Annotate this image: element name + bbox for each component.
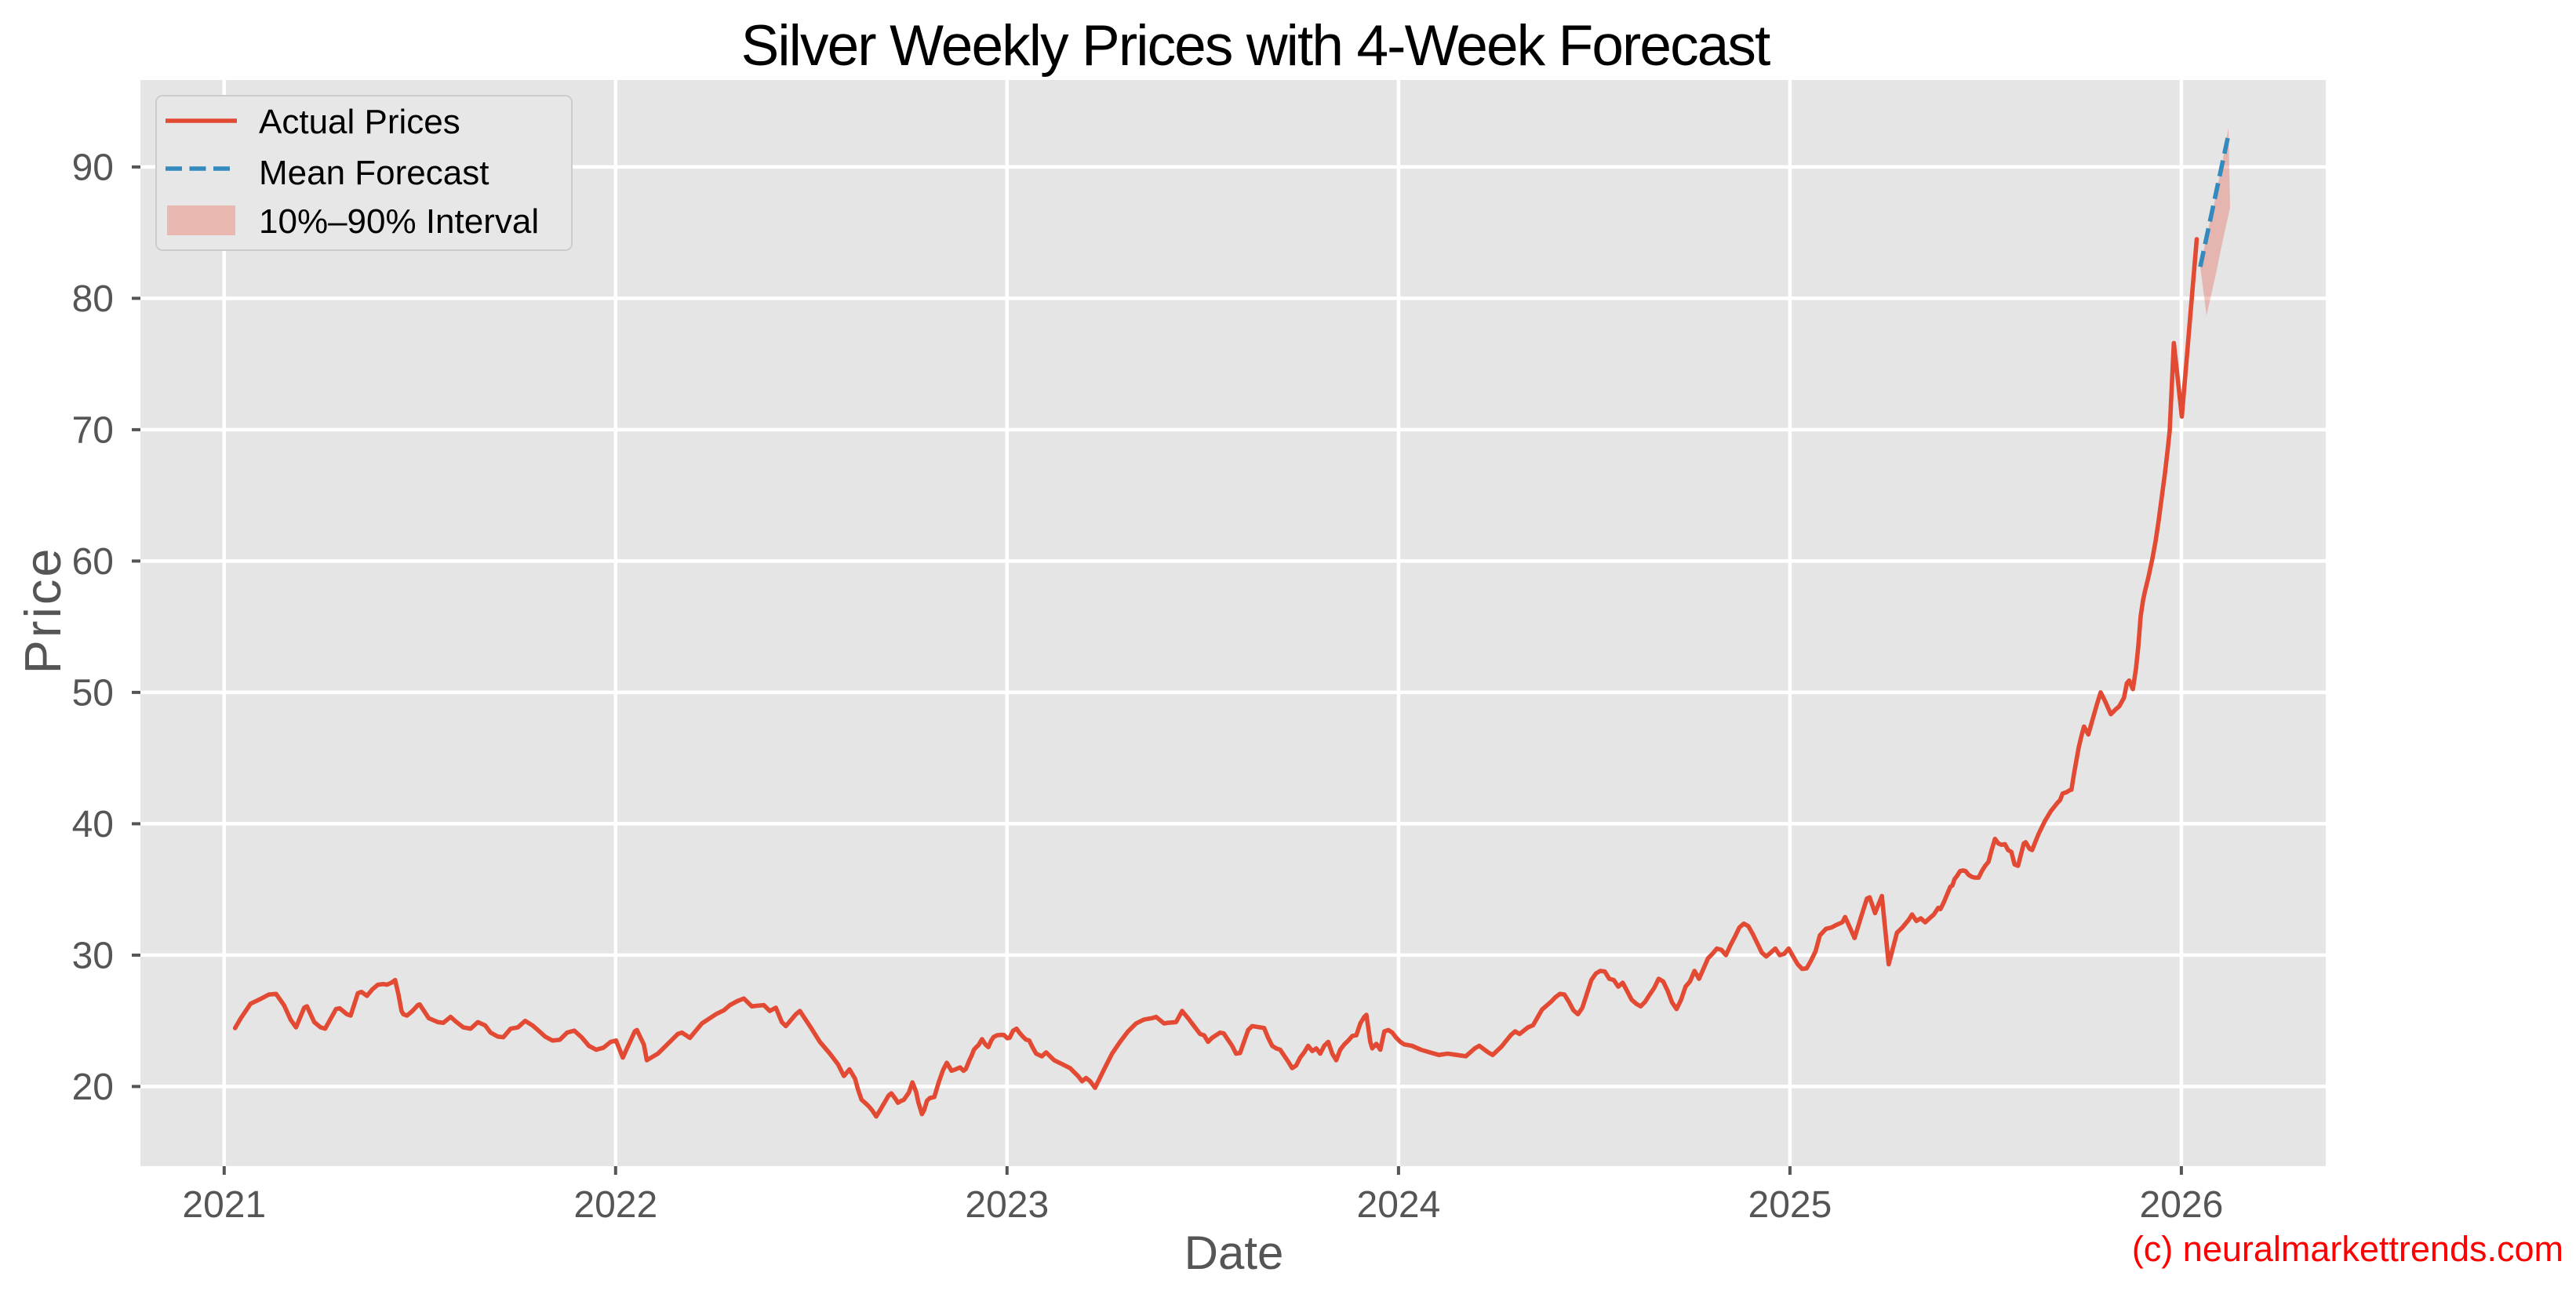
svg-text:10%–90% Interval: 10%–90% Interval — [259, 202, 539, 241]
svg-text:60: 60 — [72, 541, 114, 583]
svg-text:Mean Forecast: Mean Forecast — [259, 154, 489, 192]
svg-text:50: 50 — [72, 672, 114, 714]
svg-text:2024: 2024 — [1357, 1184, 1441, 1226]
svg-text:Date: Date — [1184, 1227, 1284, 1279]
svg-text:70: 70 — [72, 409, 114, 451]
svg-text:80: 80 — [72, 278, 114, 320]
svg-text:Silver Weekly Prices with 4-We: Silver Weekly Prices with 4-Week Forecas… — [741, 14, 1770, 78]
svg-text:(c) neuralmarkettrends.com: (c) neuralmarkettrends.com — [2132, 1229, 2563, 1269]
svg-text:30: 30 — [72, 935, 114, 976]
svg-text:2021: 2021 — [182, 1184, 266, 1226]
svg-text:2022: 2022 — [573, 1184, 657, 1226]
svg-text:Actual Prices: Actual Prices — [259, 103, 460, 141]
svg-text:2023: 2023 — [965, 1184, 1049, 1226]
svg-text:20: 20 — [72, 1067, 114, 1108]
svg-text:90: 90 — [72, 147, 114, 188]
svg-text:Price: Price — [14, 546, 71, 674]
svg-text:40: 40 — [72, 804, 114, 845]
svg-text:2026: 2026 — [2140, 1184, 2224, 1226]
svg-text:2025: 2025 — [1748, 1184, 1832, 1226]
